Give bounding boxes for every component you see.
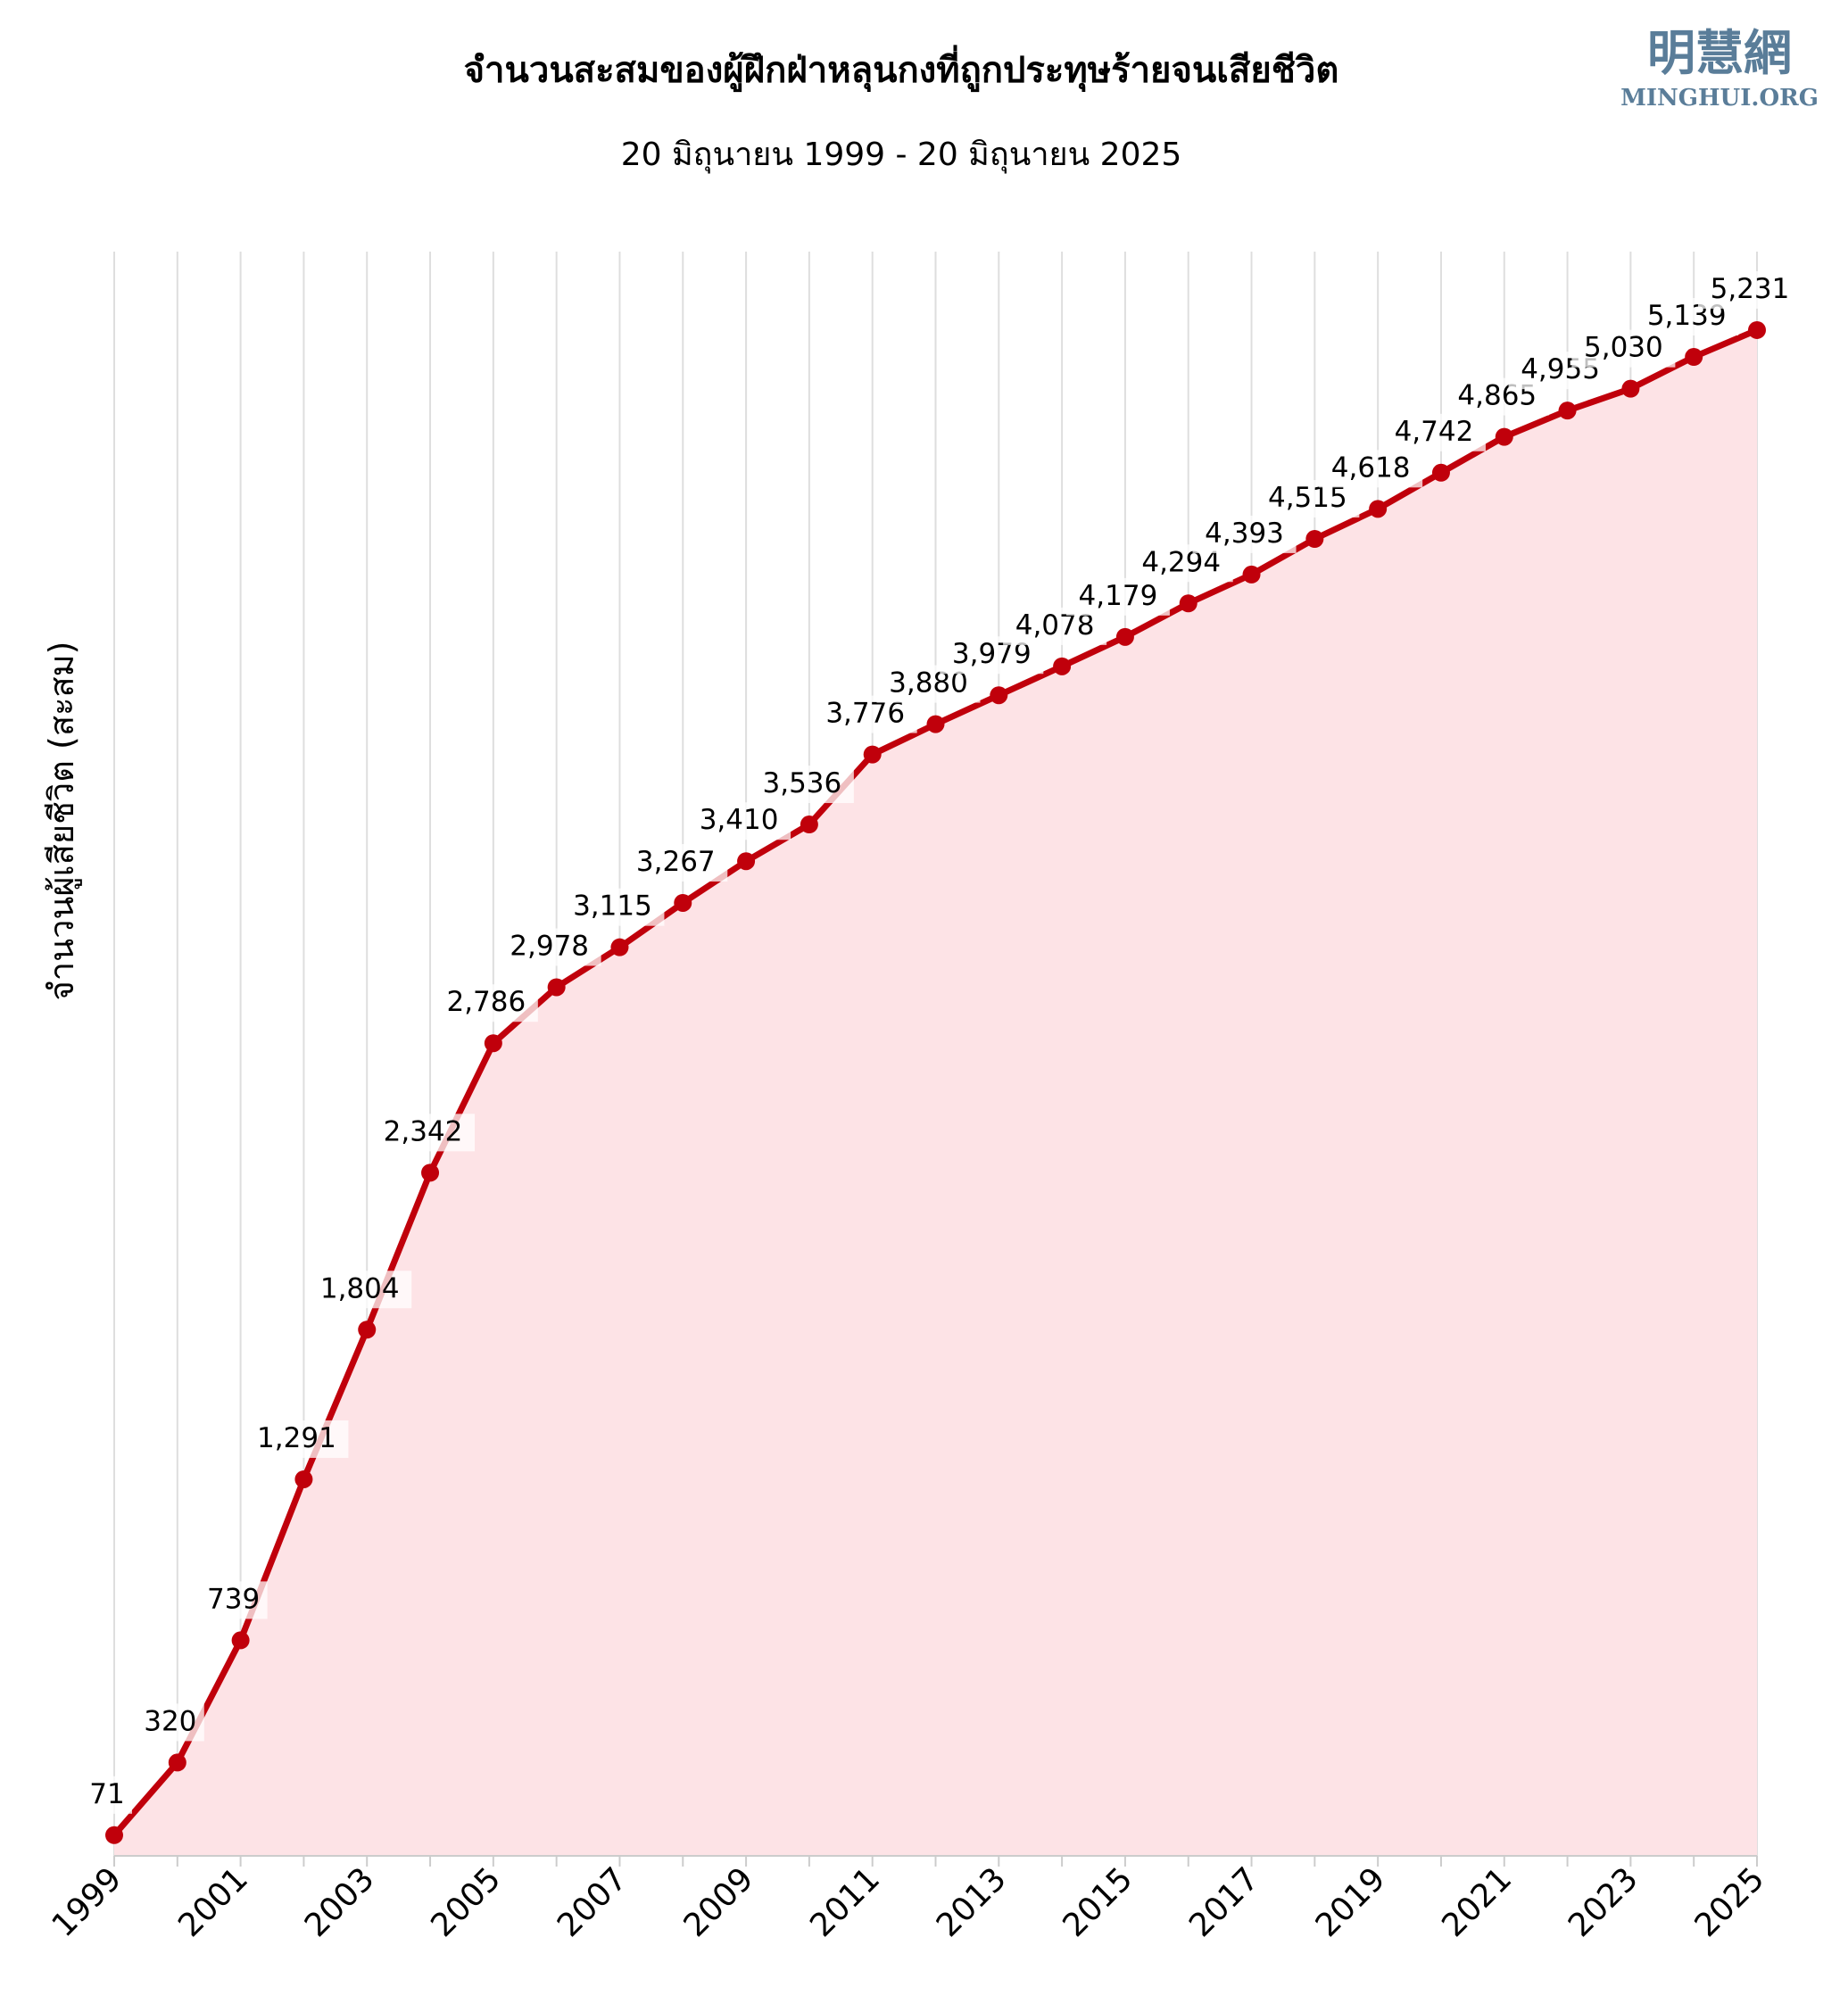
- data-label: 71: [89, 1778, 124, 1810]
- data-label-bg: [560, 888, 665, 926]
- data-point: [231, 1631, 250, 1650]
- data-label: 2,342: [384, 1115, 463, 1147]
- x-tick-label: 2015: [1057, 1860, 1140, 1944]
- data-point: [990, 686, 1008, 705]
- data-point: [358, 1321, 377, 1339]
- data-label: 3,536: [763, 767, 842, 799]
- data-label-bg: [82, 1776, 132, 1814]
- data-point: [674, 893, 692, 912]
- data-label: 320: [144, 1705, 196, 1737]
- data-point: [1369, 500, 1388, 518]
- data-label: 4,618: [1331, 451, 1411, 484]
- data-label: 5,030: [1584, 332, 1663, 364]
- data-point: [800, 816, 818, 834]
- x-tick-label: 2021: [1435, 1860, 1519, 1944]
- data-labels: 71 320 739 1,291 1,804 2,342 2,786 2,978 3,115 3,…: [82, 270, 1802, 1814]
- data-point: [1242, 565, 1261, 584]
- x-tick-label: 2025: [1688, 1860, 1772, 1944]
- chart-subtitle: 20 มิถุนายน 1999 - 20 มิถุนายน 2025: [621, 137, 1182, 174]
- logo-english: MINGHUI.ORG: [1620, 85, 1819, 112]
- data-label-bg: [371, 1114, 476, 1152]
- logo-chinese: 明慧網: [1647, 24, 1792, 81]
- x-tick-labels: 1999 2001 2003 2005 2007 2009 2011 2013 2015 2017…: [46, 1860, 1772, 1944]
- data-label: 3,115: [573, 890, 652, 923]
- data-point: [421, 1163, 440, 1182]
- data-point: [1179, 594, 1197, 613]
- data-label-bg: [136, 1703, 204, 1742]
- data-point: [1305, 530, 1324, 549]
- x-tick-label: 2005: [424, 1860, 508, 1944]
- data-label: 3,267: [636, 846, 716, 878]
- data-point: [484, 1034, 502, 1053]
- x-tick-label: 2017: [1182, 1860, 1266, 1944]
- data-label: 2,978: [510, 930, 589, 962]
- minghui-logo: 明慧網 MINGHUI.ORG: [1620, 24, 1819, 112]
- data-label-bg: [497, 928, 601, 966]
- data-label-bg: [1571, 329, 1676, 368]
- data-label-bg: [687, 802, 791, 840]
- data-point: [1431, 463, 1450, 482]
- data-point: [926, 715, 945, 733]
- data-label: 1,804: [320, 1272, 400, 1304]
- chart-title: จำนวนสะสมของผู้ฝึกฝ่าหลุนกงที่ถูกประทุษร…: [464, 45, 1339, 93]
- data-point: [610, 938, 629, 956]
- data-point: [1558, 402, 1577, 420]
- data-label-bg: [1319, 450, 1423, 488]
- data-label: 1,291: [257, 1422, 336, 1454]
- x-tick-label: 2001: [171, 1860, 255, 1944]
- data-label-bg: [750, 766, 854, 804]
- data-label: 4,179: [1079, 580, 1158, 612]
- data-label-bg: [624, 843, 728, 882]
- x-tick-label: 2011: [803, 1860, 887, 1944]
- data-label: 4,393: [1205, 517, 1284, 550]
- data-label: 739: [207, 1583, 260, 1615]
- x-axis: [113, 1855, 1758, 1867]
- data-point: [1621, 379, 1640, 398]
- data-point: [1053, 657, 1072, 675]
- data-label: 2,786: [446, 986, 526, 1018]
- data-point: [737, 852, 756, 871]
- data-label: 5,231: [1711, 273, 1790, 305]
- data-label-bg: [1192, 515, 1297, 553]
- x-tick-label: 2013: [930, 1860, 1014, 1944]
- data-point: [294, 1470, 313, 1488]
- data-point: [1495, 427, 1513, 446]
- data-point: [168, 1753, 186, 1772]
- y-axis-label: จำนวนผู้เสียชีวิต (สะสม): [42, 642, 82, 1001]
- x-tick-label: 2007: [551, 1860, 634, 1944]
- area-fill: [114, 329, 1757, 1857]
- data-label-bg: [244, 1420, 349, 1458]
- data-label-bg: [434, 984, 538, 1023]
- data-label-bg: [1381, 413, 1486, 451]
- x-tick-label: 2009: [677, 1860, 761, 1944]
- data-label-bg: [199, 1581, 268, 1619]
- data-label-bg: [1698, 270, 1802, 309]
- data-point: [1685, 348, 1703, 367]
- data-point: [1748, 320, 1766, 339]
- x-tick-label: 1999: [46, 1860, 129, 1944]
- data-label: 4,742: [1395, 416, 1474, 448]
- x-tick-label: 2019: [1309, 1860, 1393, 1944]
- data-label: 3,410: [700, 804, 779, 836]
- area-fill-path: [114, 329, 1757, 1857]
- data-point: [105, 1826, 123, 1844]
- data-label-bg: [308, 1271, 412, 1309]
- x-tick-label: 2003: [298, 1860, 382, 1944]
- data-point: [863, 745, 882, 764]
- data-points: [105, 320, 1766, 1844]
- data-point: [1115, 627, 1134, 646]
- x-tick-label: 2023: [1562, 1860, 1645, 1944]
- data-label-bg: [1065, 577, 1170, 616]
- data-point: [547, 978, 566, 997]
